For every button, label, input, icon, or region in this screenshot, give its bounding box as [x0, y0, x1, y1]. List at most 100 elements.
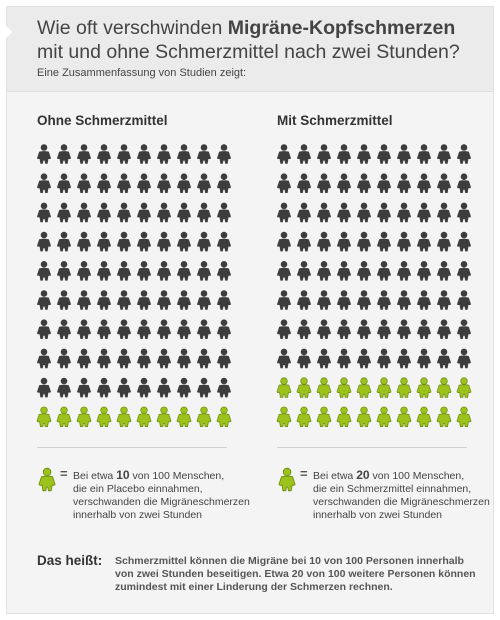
- legend-text-without: Bei etwa 10 von 100 Menschen, die ein Pl…: [73, 469, 263, 522]
- person-green-icon: [38, 467, 56, 492]
- person-icon: [377, 261, 391, 281]
- person-green-icon: [216, 406, 232, 427]
- person-icon: [317, 319, 331, 339]
- person-green-icon: [316, 377, 332, 398]
- person-green-icon: [296, 377, 312, 398]
- person-icon: [357, 290, 371, 310]
- person-icon: [37, 348, 51, 369]
- person-icon: [317, 290, 331, 310]
- person-icon: [457, 348, 471, 369]
- legend-equals: =: [300, 466, 308, 481]
- person-icon: [177, 231, 191, 252]
- person-icon: [117, 261, 131, 281]
- person-icon: [77, 319, 91, 339]
- person-icon: [357, 202, 371, 223]
- person-icon: [397, 173, 411, 193]
- person-icon: [437, 173, 451, 193]
- person-icon: [437, 231, 451, 252]
- person-icon: [137, 173, 151, 193]
- person-icon: [37, 377, 51, 398]
- person-icon: [217, 231, 231, 252]
- person-icon: [117, 144, 131, 164]
- person-icon: [117, 348, 131, 369]
- person-green-icon: [436, 406, 452, 427]
- person-green-icon: [96, 406, 112, 427]
- person-icon: [137, 202, 151, 223]
- person-icon: [417, 144, 431, 164]
- person-icon: [457, 261, 471, 281]
- person-icon: [297, 202, 311, 223]
- divider-without: [37, 447, 227, 448]
- person-icon: [197, 231, 211, 252]
- person-icon: [217, 290, 231, 310]
- person-icon: [177, 261, 191, 281]
- person-green-icon: [376, 406, 392, 427]
- person-green-icon: [356, 406, 372, 427]
- person-icon: [397, 231, 411, 252]
- person-icon: [377, 348, 391, 369]
- person-icon: [337, 319, 351, 339]
- person-green-icon: [456, 406, 472, 427]
- person-green-icon: [336, 377, 352, 398]
- person-icon: [417, 173, 431, 193]
- person-icon: [417, 319, 431, 339]
- person-icon: [57, 377, 71, 398]
- legend-pre: Bei etwa: [313, 470, 357, 482]
- person-icon: [217, 377, 231, 398]
- person-icon: [337, 261, 351, 281]
- person-icon: [317, 231, 331, 252]
- person-icon: [77, 290, 91, 310]
- pictogram-without: [36, 144, 237, 434]
- person-icon: [117, 202, 131, 223]
- legend-rest: die ein Placebo einnahmen, verschwanden …: [73, 483, 250, 521]
- person-icon: [417, 348, 431, 369]
- person-icon: [337, 144, 351, 164]
- person-icon: [97, 231, 111, 252]
- person-icon: [317, 348, 331, 369]
- person-icon: [157, 202, 171, 223]
- page-title: Wie oft verschwinden Migräne-Kopfschmerz…: [37, 16, 487, 64]
- person-icon: [397, 319, 411, 339]
- person-icon: [357, 144, 371, 164]
- person-icon: [357, 319, 371, 339]
- person-green-icon: [196, 406, 212, 427]
- person-icon: [97, 202, 111, 223]
- summary-label: Das heißt:: [37, 553, 103, 568]
- person-icon: [37, 173, 51, 193]
- person-icon: [117, 319, 131, 339]
- person-green-icon: [356, 377, 372, 398]
- person-green-icon: [276, 406, 292, 427]
- person-icon: [197, 348, 211, 369]
- person-icon: [417, 261, 431, 281]
- person-icon: [197, 202, 211, 223]
- person-green-icon: [276, 377, 292, 398]
- person-icon: [177, 290, 191, 310]
- person-icon: [37, 231, 51, 252]
- person-icon: [377, 319, 391, 339]
- person-icon: [97, 348, 111, 369]
- person-green-icon: [376, 377, 392, 398]
- person-icon: [37, 144, 51, 164]
- person-icon: [57, 290, 71, 310]
- person-icon: [177, 319, 191, 339]
- person-green-icon: [336, 406, 352, 427]
- person-green-icon: [56, 406, 72, 427]
- person-icon: [397, 290, 411, 310]
- person-icon: [37, 202, 51, 223]
- person-icon: [77, 261, 91, 281]
- person-icon: [137, 319, 151, 339]
- summary-text: Schmerzmittel können die Migräne bei 10 …: [115, 555, 476, 593]
- person-icon: [57, 173, 71, 193]
- person-icon: [77, 144, 91, 164]
- person-green-icon: [296, 406, 312, 427]
- person-green-icon: [176, 406, 192, 427]
- person-icon: [197, 377, 211, 398]
- person-icon: [77, 173, 91, 193]
- person-icon: [97, 377, 111, 398]
- person-green-icon: [396, 406, 412, 427]
- person-icon: [277, 173, 291, 193]
- person-icon: [157, 290, 171, 310]
- person-icon: [217, 261, 231, 281]
- person-icon: [77, 231, 91, 252]
- person-icon: [297, 261, 311, 281]
